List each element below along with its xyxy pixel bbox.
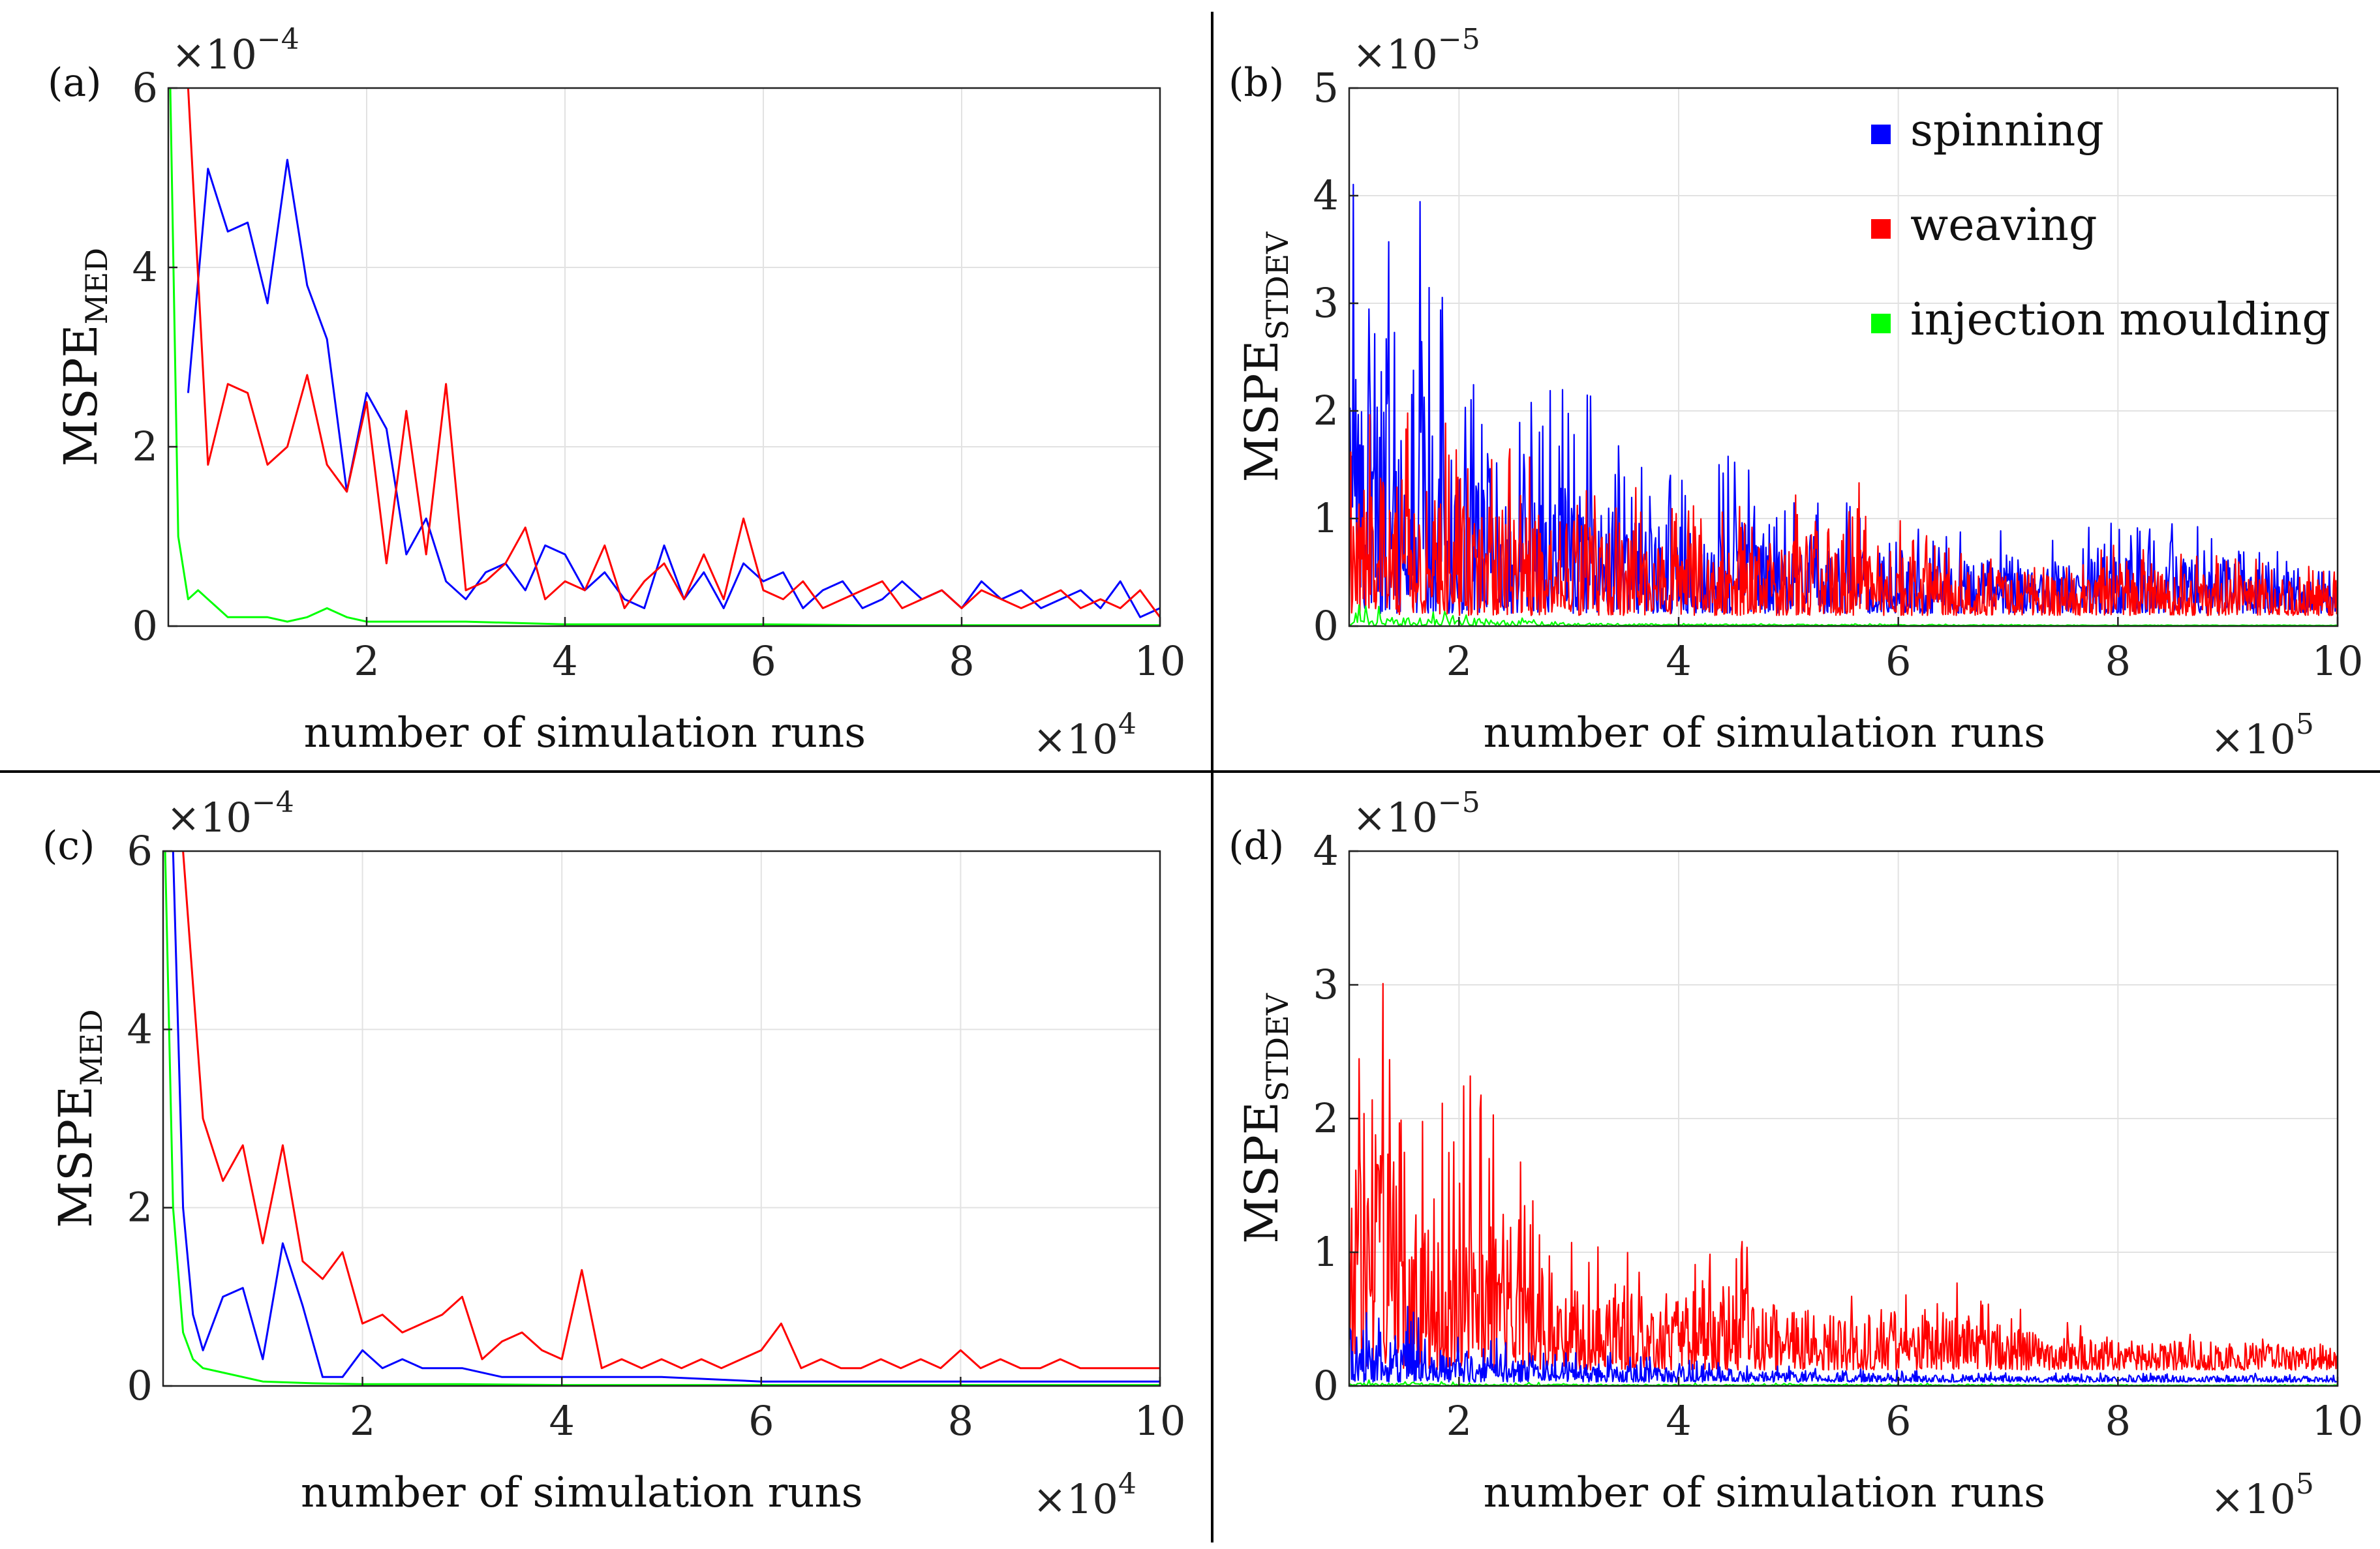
y-axis-label: MSPESTDEV xyxy=(1235,232,1295,482)
series-line-spinning xyxy=(1349,1306,2338,1383)
panel-label: (c) xyxy=(42,823,95,869)
y-tick-label: 4 xyxy=(132,243,158,291)
x-tick-label: 8 xyxy=(948,1397,973,1445)
y-tick-label: 4 xyxy=(1313,172,1339,219)
x-tick-label: 10 xyxy=(1135,1397,1186,1445)
y-tick-label: 0 xyxy=(132,602,158,650)
chart-panel-a: 2 4 6 8 10 0 2 4 6 (a) ×10−4 ×104 number of simulati… xyxy=(48,23,1185,763)
series-line-weaving xyxy=(187,88,1160,618)
y-exponent-label: ×10−5 xyxy=(1352,23,1480,78)
x-tick-label: 6 xyxy=(1885,637,1911,685)
series-line-weaving xyxy=(1349,412,2338,616)
x-tick-label: 2 xyxy=(1446,1397,1472,1445)
panel-label: (b) xyxy=(1228,60,1284,106)
series-group xyxy=(169,88,1160,626)
y-tick-label: 0 xyxy=(1313,602,1339,650)
chart-panel-c: 2 4 6 8 10 0 2 4 6 (c) ×10−4 ×104 number of simulati… xyxy=(42,786,1185,1523)
y-exponent-label: ×10−4 xyxy=(166,786,294,841)
legend-label: spinning xyxy=(1910,105,2104,157)
series-line-injection-moulding xyxy=(169,88,1160,626)
x-exponent-label: ×104 xyxy=(1033,1467,1137,1523)
x-tick-label: 4 xyxy=(1666,637,1691,685)
x-tick-label: 2 xyxy=(354,637,379,685)
y-tick-label: 1 xyxy=(1313,1228,1339,1276)
panel-label: (a) xyxy=(48,60,102,106)
x-tick-label: 8 xyxy=(2105,637,2131,685)
x-tick-label: 2 xyxy=(350,1397,375,1445)
y-tick-label: 0 xyxy=(1313,1362,1339,1409)
x-tick-label: 8 xyxy=(2105,1397,2131,1445)
x-tick-label: 10 xyxy=(2312,637,2364,685)
y-tick-label: 5 xyxy=(1313,64,1339,112)
x-exponent-label: ×104 xyxy=(1033,708,1137,763)
legend-swatch-weaving xyxy=(1871,219,1891,239)
y-exponent-label: ×10−4 xyxy=(172,23,299,78)
y-tick-label: 2 xyxy=(1313,1094,1339,1142)
axes-box xyxy=(162,850,1161,1387)
series-line-injection-moulding xyxy=(164,851,1160,1386)
y-tick-label: 3 xyxy=(1313,961,1339,1008)
y-tick-label: 2 xyxy=(132,423,158,470)
y-axis-label: MSPEMED xyxy=(54,248,114,466)
y-tick-label: 4 xyxy=(1313,827,1339,875)
legend-label: injection moulding xyxy=(1910,294,2330,346)
y-tick-label: 2 xyxy=(127,1184,153,1231)
y-tick-label: 2 xyxy=(1313,387,1339,434)
series-line-weaving xyxy=(182,851,1160,1370)
legend: spinning weaving injection moulding xyxy=(1871,105,2330,346)
axes-box xyxy=(167,87,1161,627)
x-tick-label: 6 xyxy=(1885,1397,1911,1445)
y-tick-label: 0 xyxy=(127,1362,153,1409)
y-tick-label: 4 xyxy=(127,1005,153,1053)
legend-label: weaving xyxy=(1910,200,2097,251)
x-tick-label: 10 xyxy=(2312,1397,2364,1445)
legend-swatch-injection-moulding xyxy=(1871,314,1891,333)
axes-box xyxy=(1348,87,2339,627)
y-tick-label: 3 xyxy=(1313,279,1339,327)
series-line-weaving xyxy=(1349,983,2338,1371)
x-axis-label: number of simulation runs xyxy=(304,709,866,757)
y-tick-label: 6 xyxy=(127,827,153,875)
y-axis-label: MSPEMED xyxy=(49,1009,109,1227)
y-exponent-label: ×10−5 xyxy=(1352,786,1480,841)
x-tick-label: 6 xyxy=(748,1397,774,1445)
y-tick-label: 1 xyxy=(1313,494,1339,542)
x-tick-label: 4 xyxy=(552,637,577,685)
x-axis-label: number of simulation runs xyxy=(1484,1469,2045,1517)
legend-swatch-spinning xyxy=(1871,125,1891,144)
x-tick-label: 10 xyxy=(1135,637,1186,685)
chart-panel-d: 2 4 6 8 10 0 1 2 3 4 (d) ×10−5 ×105 number of simulat… xyxy=(1228,786,2363,1523)
x-exponent-label: ×105 xyxy=(2210,1467,2314,1523)
x-tick-label: 6 xyxy=(750,637,776,685)
x-tick-label: 4 xyxy=(1666,1397,1691,1445)
y-axis-label: MSPESTDEV xyxy=(1235,993,1295,1243)
x-tick-label: 8 xyxy=(949,637,974,685)
panel-label: (d) xyxy=(1228,823,1284,869)
x-tick-label: 4 xyxy=(549,1397,574,1445)
x-tick-label: 2 xyxy=(1446,637,1472,685)
x-axis-label: number of simulation runs xyxy=(301,1469,862,1517)
chart-panel-b: 2 4 6 8 10 0 1 2 3 4 5 (b) ×10−5 ×105 number of simula… xyxy=(1228,23,2363,763)
y-tick-label: 6 xyxy=(132,64,158,112)
x-exponent-label: ×105 xyxy=(2210,708,2314,763)
x-axis-label: number of simulation runs xyxy=(1484,709,2045,757)
